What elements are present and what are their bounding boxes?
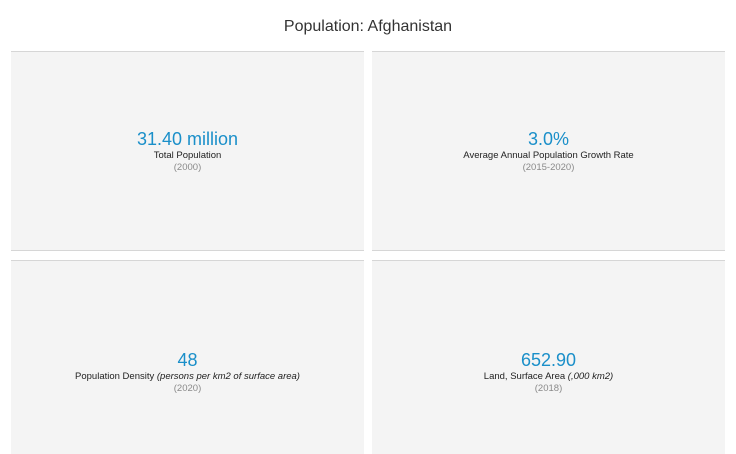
- stat-block: 3.0% Average Annual Population Growth Ra…: [372, 129, 725, 174]
- stat-label-text: Total Population: [153, 150, 222, 161]
- stat-year: (2000): [173, 162, 202, 173]
- stat-year: (2015-2020): [522, 162, 575, 173]
- stat-tile-surface-area: 652.90 Land, Surface Area (,000 km2) (20…: [372, 260, 725, 454]
- stat-value: 48: [177, 350, 198, 370]
- stat-label: Population Density (persons per km2 of s…: [11, 371, 364, 383]
- stat-year: (2018): [534, 383, 563, 394]
- stat-block: 652.90 Land, Surface Area (,000 km2) (20…: [372, 350, 725, 395]
- stat-value: 3.0%: [527, 129, 570, 149]
- stat-unit: (,000 km2): [567, 371, 614, 382]
- page-title: Population: Afghanistan: [283, 18, 453, 35]
- stat-tile-total-population: 31.40 million Total Population (2000): [11, 51, 364, 251]
- stat-block: 31.40 million Total Population (2000): [11, 129, 364, 174]
- stat-year: (2020): [173, 383, 202, 394]
- stat-label-text: Land, Surface Area: [483, 371, 566, 382]
- stat-unit: (persons per km2 of surface area): [156, 371, 300, 382]
- stat-label: Average Annual Population Growth Rate: [372, 150, 725, 162]
- stat-tile-growth-rate: 3.0% Average Annual Population Growth Ra…: [372, 51, 725, 251]
- stat-block: 48 Population Density (persons per km2 o…: [11, 350, 364, 395]
- stat-label: Total Population: [11, 150, 364, 162]
- stat-value: 31.40 million: [136, 129, 239, 149]
- stat-label: Land, Surface Area (,000 km2): [372, 371, 725, 383]
- stat-tile-population-density: 48 Population Density (persons per km2 o…: [11, 260, 364, 454]
- stat-label-text: Population Density: [75, 371, 155, 382]
- stat-value: 652.90: [520, 350, 577, 370]
- stat-label-text: Average Annual Population Growth Rate: [463, 150, 634, 161]
